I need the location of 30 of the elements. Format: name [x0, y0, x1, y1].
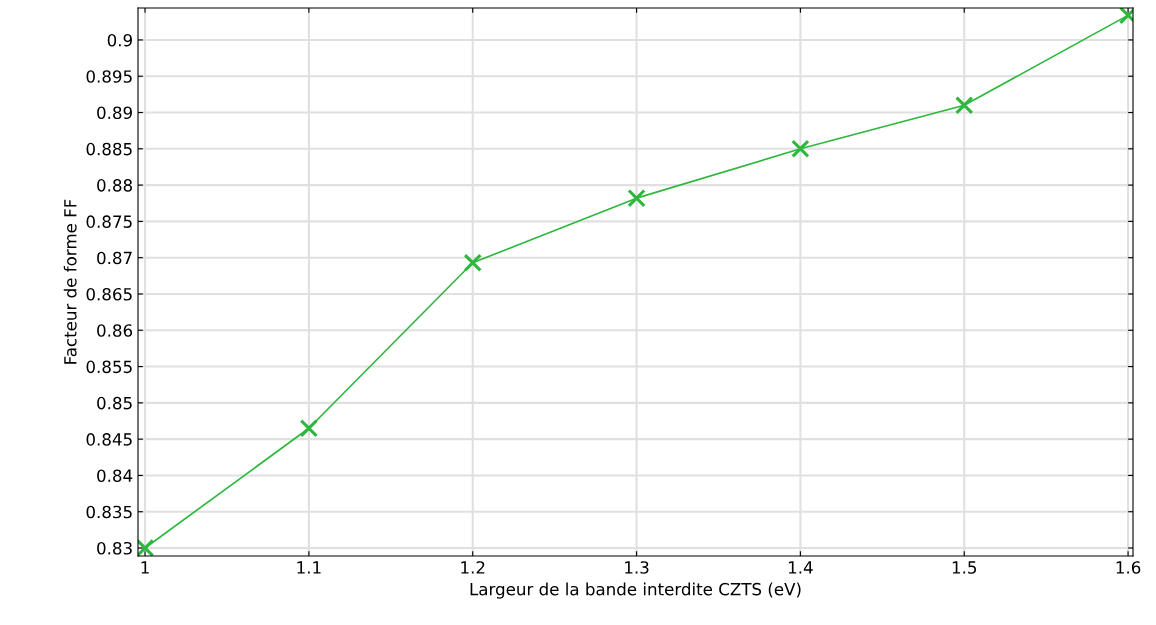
- y-tick-label: 0.855: [86, 360, 132, 374]
- point: [299, 419, 319, 438]
- y-tick-label: 0.84: [97, 469, 133, 482]
- x-tick-label: 1.2: [461, 561, 485, 574]
- x-axis-title: Largeur de la bande interdite CZTS (eV): [470, 582, 801, 599]
- y-tick-label: 0.865: [86, 287, 132, 301]
- x-tick-label: 1.1: [297, 561, 321, 574]
- point: [138, 538, 155, 556]
- y-tick-label: 0.85: [97, 396, 132, 410]
- x-tick-label: 1.4: [788, 561, 813, 574]
- y-tick-label: 0.86: [97, 324, 133, 337]
- y-tick-label: 0.875: [86, 215, 132, 228]
- y-axis-title: Facteur de forme FF: [63, 199, 77, 364]
- y-tick-label: 0.895: [86, 70, 132, 83]
- x-tick-label: 1.5: [952, 561, 977, 574]
- y-tick-label: 0.88: [97, 179, 132, 192]
- point: [955, 96, 974, 115]
- y-tick-label: 0.835: [86, 505, 132, 519]
- y-tick-label: 0.845: [86, 433, 132, 446]
- y-tick-label: 0.87: [97, 251, 132, 265]
- y-tick-label: 0.9: [107, 33, 132, 47]
- x-tick-label: 1.6: [1116, 561, 1141, 574]
- point: [627, 189, 646, 208]
- y-tick-label: 0.83: [97, 541, 132, 555]
- x-tick-label: 1: [141, 561, 149, 574]
- point: [791, 139, 810, 158]
- point: [463, 253, 482, 272]
- y-tick-label: 0.89: [97, 106, 132, 120]
- y-tick-label: 0.885: [86, 142, 132, 156]
- x-tick-label: 1.3: [625, 561, 649, 574]
